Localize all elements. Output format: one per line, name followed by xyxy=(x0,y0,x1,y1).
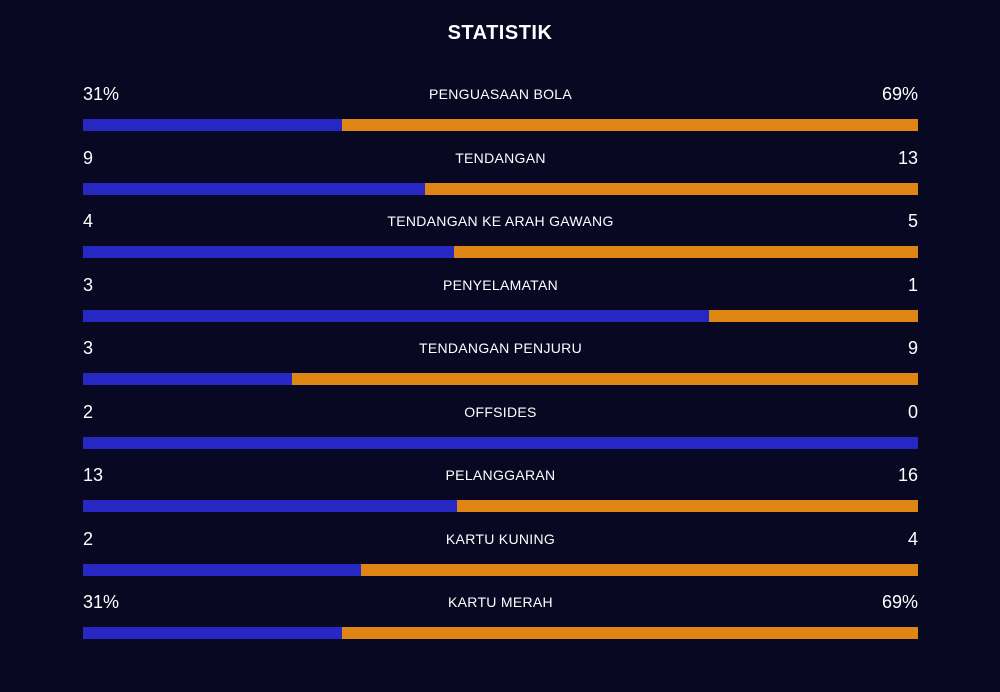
comparison-bar xyxy=(83,373,918,385)
stat-header: 31% KARTU MERAH 69% xyxy=(83,589,918,615)
home-value: 3 xyxy=(83,338,94,358)
away-bar-fill xyxy=(453,246,918,258)
stat-label: TENDANGAN xyxy=(455,149,546,166)
away-value: 5 xyxy=(907,211,918,231)
home-value: 2 xyxy=(83,528,94,549)
stat-row-tendangan-ke-arah-gawang: 4 TENDANGAN KE ARAH GAWANG 5 xyxy=(83,208,918,272)
stats-list: 31% PENGUASAAN BOLA 69% 9 TENDANGAN 13 4 TENDAN… xyxy=(83,81,918,653)
stat-label: TENDANGAN PENJURU xyxy=(418,340,582,356)
stat-header: 3 TENDANGAN PENJURU 9 xyxy=(83,335,918,361)
stat-label: OFFSIDES xyxy=(464,403,537,420)
away-value: 69% xyxy=(881,592,918,612)
away-value: 16 xyxy=(897,465,918,485)
comparison-bar xyxy=(83,182,918,195)
home-bar-fill xyxy=(83,436,918,449)
stat-row-kartu-merah: 31% KARTU MERAH 69% xyxy=(83,589,918,653)
home-value: 2 xyxy=(83,401,94,422)
stat-label: PENGUASAAN BOLA xyxy=(429,86,572,102)
away-value: 0 xyxy=(907,401,918,422)
home-bar-fill xyxy=(83,563,362,576)
home-bar-fill xyxy=(83,246,454,258)
away-value: 9 xyxy=(907,338,918,358)
comparison-bar xyxy=(83,627,918,639)
stat-label: PELANGGARAN xyxy=(445,467,556,483)
home-value: 9 xyxy=(83,147,94,168)
away-value: 13 xyxy=(897,147,918,168)
away-bar-fill xyxy=(341,627,918,639)
stat-header: 2 OFFSIDES 0 xyxy=(83,399,918,425)
stat-label: TENDANGAN KE ARAH GAWANG xyxy=(387,213,614,229)
stat-label: KARTU KUNING xyxy=(445,530,556,547)
stat-header: 4 TENDANGAN KE ARAH GAWANG 5 xyxy=(83,208,918,234)
home-bar-fill xyxy=(83,500,458,512)
stat-header: 13 PELANGGARAN 16 xyxy=(83,462,918,488)
home-value: 4 xyxy=(83,211,94,231)
stat-row-pelanggaran: 13 PELANGGARAN 16 xyxy=(83,462,918,526)
away-value: 69% xyxy=(881,84,918,104)
home-bar-fill xyxy=(83,182,425,195)
comparison-bar xyxy=(83,563,918,576)
away-value: 1 xyxy=(907,274,918,295)
away-bar-fill xyxy=(361,563,918,576)
stats-title: STATISTIK xyxy=(447,22,553,44)
comparison-bar xyxy=(83,119,918,131)
home-value: 3 xyxy=(83,274,94,295)
away-bar-fill xyxy=(424,182,918,195)
comparison-bar xyxy=(83,500,918,512)
stat-label: PENYELAMATAN xyxy=(442,276,559,293)
stat-row-penguasaan-bola: 31% PENGUASAAN BOLA 69% xyxy=(83,81,918,145)
stat-header: 31% PENGUASAAN BOLA 69% xyxy=(83,81,918,107)
stat-row-offsides: 2 OFFSIDES 0 xyxy=(83,399,918,463)
stat-row-penyelamatan: 3 PENYELAMATAN 1 xyxy=(83,272,918,336)
home-bar-fill xyxy=(83,309,710,322)
away-bar-fill xyxy=(291,373,918,385)
stat-row-kartu-kuning: 2 KARTU KUNING 4 xyxy=(83,526,918,590)
home-bar-fill xyxy=(83,119,342,131)
comparison-bar xyxy=(83,436,918,449)
home-value: 31% xyxy=(83,84,120,104)
comparison-bar xyxy=(83,309,918,322)
stat-label: KARTU MERAH xyxy=(448,594,553,610)
home-bar-fill xyxy=(83,627,342,639)
away-bar-fill xyxy=(457,500,918,512)
stat-row-tendangan-penjuru: 3 TENDANGAN PENJURU 9 xyxy=(83,335,918,399)
away-value: 4 xyxy=(907,528,918,549)
stat-header: 2 KARTU KUNING 4 xyxy=(83,526,918,552)
stat-header: 3 PENYELAMATAN 1 xyxy=(83,272,918,298)
stat-header: 9 TENDANGAN 13 xyxy=(83,145,918,171)
home-value: 31% xyxy=(83,592,120,612)
comparison-bar xyxy=(83,246,918,258)
home-bar-fill xyxy=(83,373,292,385)
away-bar-fill xyxy=(341,119,918,131)
stat-row-tendangan: 9 TENDANGAN 13 xyxy=(83,145,918,209)
away-bar-fill xyxy=(709,309,918,322)
home-value: 13 xyxy=(83,465,104,485)
